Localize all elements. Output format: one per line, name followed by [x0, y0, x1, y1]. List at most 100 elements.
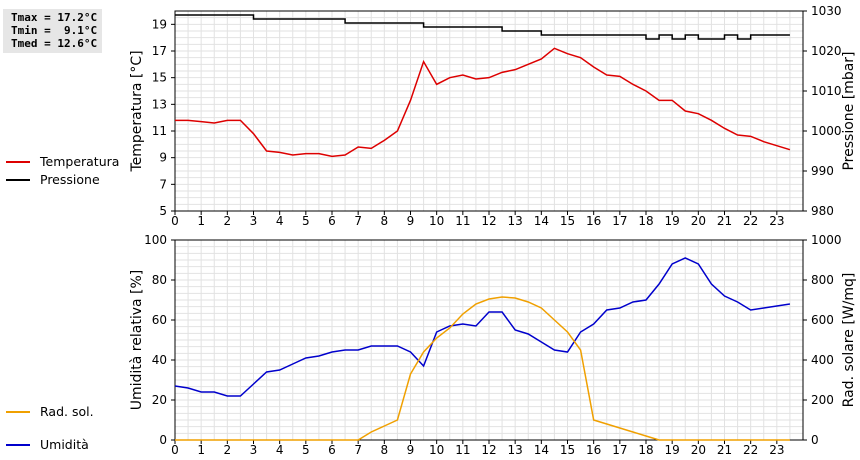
x-tick-label: 17 — [612, 214, 627, 228]
legend-item-temperatura: Temperatura — [6, 154, 119, 169]
y-axis-label-right: Pressione [mbar] — [841, 51, 857, 170]
legend-label-pressione: Pressione — [40, 172, 100, 187]
x-tick-label: 13 — [508, 443, 523, 457]
x-tick-label: 6 — [328, 443, 336, 457]
series-line-umidit — [174, 257, 791, 397]
x-tick-label: 9 — [407, 443, 415, 457]
y-tick-label-left: 80 — [152, 273, 167, 287]
y-tick-label-right: 800 — [811, 273, 834, 287]
x-tick-label: 12 — [481, 214, 496, 228]
tmed-label: Tmed = 12.6°C — [11, 37, 98, 50]
x-tick-label: 19 — [665, 443, 680, 457]
x-tick-label: 2 — [224, 214, 232, 228]
x-tick-label: 9 — [407, 214, 415, 228]
x-tick-label: 15 — [560, 214, 575, 228]
x-tick-label: 4 — [276, 443, 284, 457]
y-tick-label-right: 1030 — [811, 4, 842, 18]
y-tick-label-left: 60 — [152, 313, 167, 327]
x-tick-label: 23 — [769, 443, 784, 457]
legend-swatch-rad-sol — [6, 410, 30, 413]
x-tick-label: 2 — [224, 443, 232, 457]
y-tick-label-left: 11 — [152, 124, 167, 138]
y-tick-label-right: 400 — [811, 353, 834, 367]
y-tick-label-left: 5 — [159, 204, 167, 218]
x-tick-label: 18 — [638, 214, 653, 228]
x-tick-label: 11 — [455, 214, 470, 228]
y-axis-label-right: Rad. solare [W/mq] — [841, 273, 857, 408]
tmin-label: Tmin = 9.1°C — [11, 24, 98, 37]
y-tick-label-left: 17 — [152, 44, 167, 58]
x-tick-label: 23 — [769, 214, 784, 228]
x-tick-label: 14 — [534, 443, 549, 457]
x-tick-label: 20 — [691, 443, 706, 457]
x-tick-label: 7 — [354, 214, 362, 228]
legend-label-umidita: Umidità — [40, 437, 89, 452]
y-tick-label-right: 1020 — [811, 44, 842, 58]
y-tick-label-right: 0 — [811, 433, 819, 447]
tmax-label: Tmax = 17.2°C — [11, 11, 98, 24]
y-tick-label-right: 1000 — [811, 233, 842, 247]
series-line-rad-sol — [175, 296, 790, 441]
x-tick-label: 3 — [250, 214, 258, 228]
x-tick-label: 19 — [665, 214, 680, 228]
legend-label-temperatura: Temperatura — [40, 154, 120, 169]
y-tick-label-right: 600 — [811, 313, 834, 327]
temperature-pressure-chart: 0 1 2 3 4 5 6 7 8 9 10 11 12 13 14 15 16 17 18 19 20 21 22 2357… — [129, 4, 857, 228]
x-tick-label: 16 — [586, 214, 601, 228]
y-tick-label-right: 200 — [811, 393, 834, 407]
x-tick-label: 4 — [276, 214, 284, 228]
y-tick-label-right: 1010 — [811, 84, 842, 98]
y-tick-label-left: 19 — [152, 17, 167, 31]
x-tick-label: 11 — [455, 443, 470, 457]
x-tick-label: 17 — [612, 443, 627, 457]
x-tick-label: 14 — [534, 214, 549, 228]
x-tick-label: 18 — [638, 443, 653, 457]
x-tick-label: 15 — [560, 443, 575, 457]
y-tick-label-left: 100 — [144, 233, 167, 247]
x-tick-label: 22 — [743, 214, 758, 228]
y-tick-label-right: 990 — [811, 164, 834, 178]
legend-item-pressione: Pressione — [6, 172, 100, 187]
x-tick-label: 3 — [250, 443, 258, 457]
y-tick-label-left: 20 — [152, 393, 167, 407]
x-tick-label: 10 — [429, 214, 444, 228]
x-tick-label: 12 — [481, 443, 496, 457]
x-tick-label: 21 — [717, 214, 732, 228]
legend-swatch-pressione — [6, 178, 30, 181]
y-axis-label-left: Umidità relativa [%] — [129, 270, 145, 411]
legend-swatch-umidita — [6, 443, 30, 446]
x-tick-label: 8 — [381, 443, 389, 457]
y-tick-label-left: 15 — [152, 71, 167, 85]
y-tick-label-left: 40 — [152, 353, 167, 367]
x-tick-label: 20 — [691, 214, 706, 228]
humidity-radiation-chart: 0 1 2 3 4 5 6 7 8 9 10 11 12 13 14 15 16 17 18 19 20 21 22 2302… — [129, 233, 857, 457]
x-tick-label: 8 — [381, 214, 389, 228]
legend-item-rad-sol: Rad. sol. — [6, 404, 94, 419]
y-tick-label-left: 7 — [159, 177, 167, 191]
x-tick-label: 1 — [197, 214, 205, 228]
legend-swatch-temperatura — [6, 160, 30, 163]
x-tick-label: 1 — [197, 443, 205, 457]
series-line-pressione — [175, 14, 790, 40]
stats-box: Tmax = 17.2°C Tmin = 9.1°C Tmed = 12.6°C — [3, 9, 102, 53]
legend-label-rad-sol: Rad. sol. — [40, 404, 94, 419]
x-tick-label: 5 — [302, 214, 310, 228]
y-tick-label-left: 0 — [159, 433, 167, 447]
x-tick-label: 0 — [171, 443, 179, 457]
y-tick-label-right: 980 — [811, 204, 834, 218]
legend-item-umidita: Umidità — [6, 437, 89, 452]
series-line-temperatura — [175, 47, 791, 158]
x-tick-label: 0 — [171, 214, 179, 228]
x-tick-label: 10 — [429, 443, 444, 457]
x-tick-label: 13 — [508, 214, 523, 228]
y-tick-label-left: 9 — [159, 151, 167, 165]
x-tick-label: 6 — [328, 214, 336, 228]
y-tick-label-left: 13 — [152, 97, 167, 111]
y-axis-label-left: Temperatura [°C] — [129, 50, 145, 172]
x-tick-label: 7 — [354, 443, 362, 457]
x-tick-label: 21 — [717, 443, 732, 457]
x-tick-label: 5 — [302, 443, 310, 457]
x-tick-label: 22 — [743, 443, 758, 457]
y-tick-label-right: 1000 — [811, 124, 842, 138]
